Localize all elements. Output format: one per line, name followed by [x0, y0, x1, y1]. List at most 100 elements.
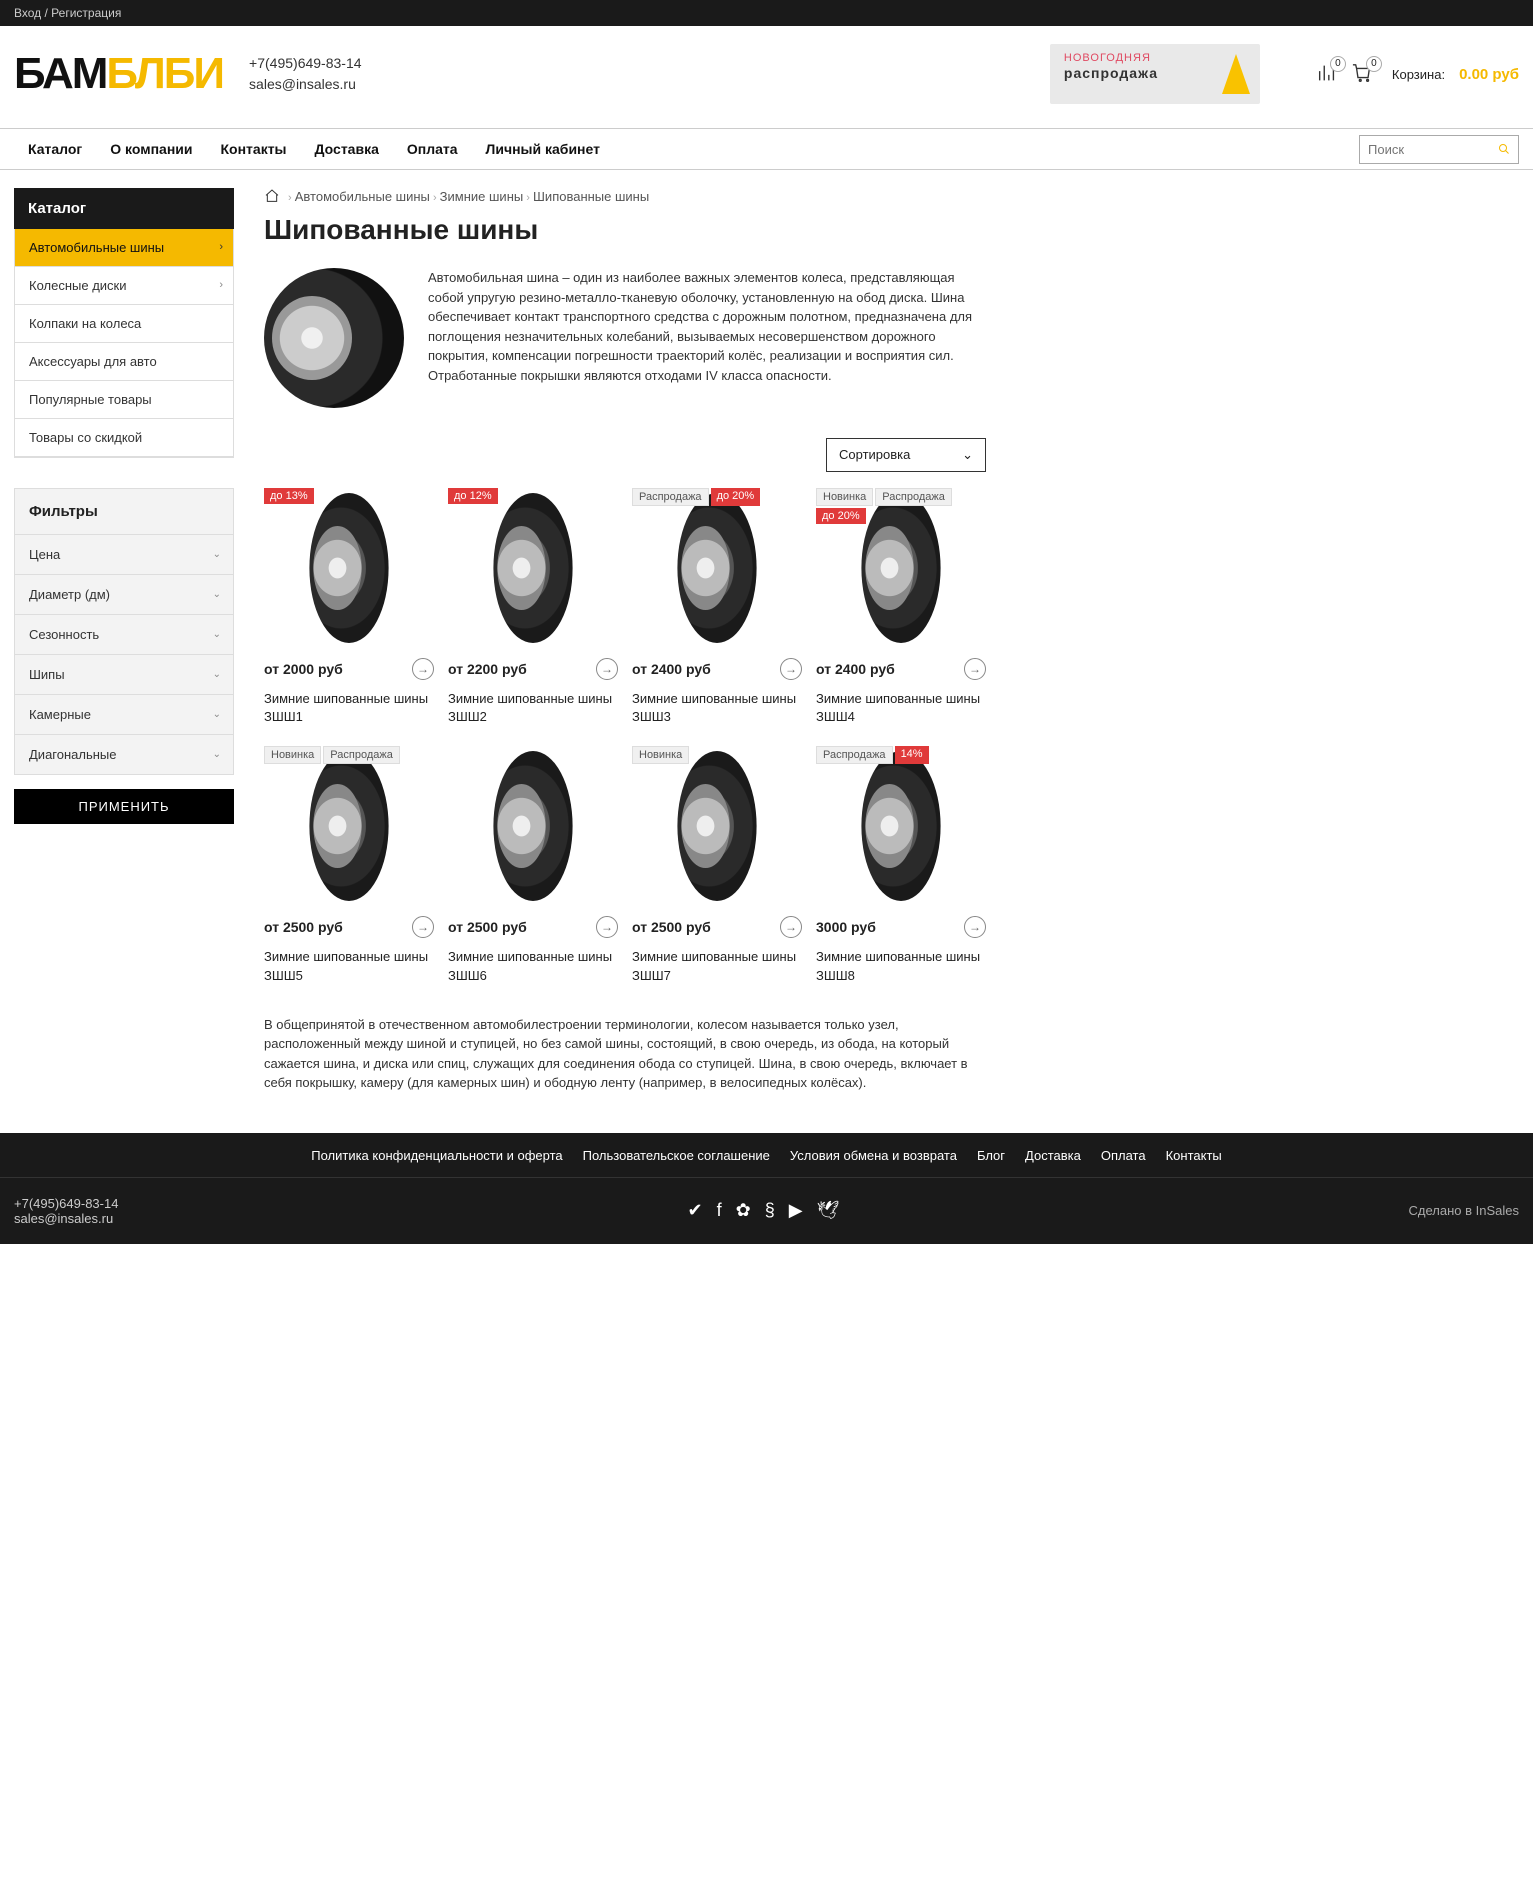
view-button[interactable]: →: [412, 658, 434, 680]
product-image: [816, 746, 986, 906]
view-button[interactable]: →: [780, 916, 802, 938]
category-item[interactable]: Аксессуары для авто: [14, 343, 234, 381]
footer-link[interactable]: Условия обмена и возврата: [790, 1148, 957, 1163]
search-icon: [1498, 142, 1510, 156]
compare-icon[interactable]: 0: [1316, 62, 1338, 87]
logo[interactable]: БАМБЛБИ: [14, 52, 223, 96]
intro-image: [264, 268, 404, 408]
odnoklassniki-icon[interactable]: §: [765, 1200, 775, 1221]
register-link[interactable]: Регистрация: [51, 6, 121, 20]
product-card[interactable]: Новинкаот 2500 руб→Зимние шипованные шин…: [632, 746, 802, 984]
badge: Новинка: [264, 746, 321, 764]
price: от 2500 руб: [264, 919, 343, 935]
cart-sum: 0.00 руб: [1459, 66, 1519, 83]
product-card[interactable]: НовинкаРаспродажадо 20%от 2400 руб→Зимни…: [816, 488, 986, 726]
product-card[interactable]: до 12%от 2200 руб→Зимние шипованные шины…: [448, 488, 618, 726]
badge: 14%: [895, 746, 929, 764]
product-card[interactable]: Распродажадо 20%от 2400 руб→Зимние шипов…: [632, 488, 802, 726]
twitter-icon[interactable]: 🕊: [817, 1200, 840, 1221]
footer-link[interactable]: Доставка: [1025, 1148, 1081, 1163]
product-image: [264, 746, 434, 906]
view-button[interactable]: →: [596, 658, 618, 680]
product-card[interactable]: до 13%от 2000 руб→Зимние шипованные шины…: [264, 488, 434, 726]
intro-text: Автомобильная шина – один из наиболее ва…: [428, 268, 986, 408]
header: БАМБЛБИ +7(495)649-83-14 sales@insales.r…: [0, 26, 1533, 128]
nav-item[interactable]: Каталог: [14, 129, 96, 169]
product-image: [264, 488, 434, 648]
product-card[interactable]: Распродажа14%3000 руб→Зимние шипованные …: [816, 746, 986, 984]
home-icon[interactable]: [264, 188, 280, 204]
badge: до 12%: [448, 488, 498, 504]
view-button[interactable]: →: [412, 916, 434, 938]
page-title: Шипованные шины: [264, 214, 986, 246]
product-name: Зимние шипованные шины ЗШШ3: [632, 690, 802, 726]
breadcrumb: › Автомобильные шины › Зимние шины › Шип…: [264, 188, 986, 204]
promo-banner[interactable]: НОВОГОДНЯЯ распродажа: [1050, 44, 1260, 104]
cart-label: Корзина:: [1392, 67, 1445, 82]
sidebar: Каталог Автомобильные шины›Колесные диск…: [14, 188, 234, 1093]
facebook-icon[interactable]: f: [717, 1200, 722, 1221]
view-button[interactable]: →: [596, 916, 618, 938]
email[interactable]: sales@insales.ru: [249, 74, 361, 95]
filter-item[interactable]: Диагональные⌄: [14, 735, 234, 775]
footer-link[interactable]: Блог: [977, 1148, 1005, 1163]
search-box[interactable]: [1359, 135, 1519, 164]
filter-item[interactable]: Сезонность⌄: [14, 615, 234, 655]
view-button[interactable]: →: [964, 658, 986, 680]
badge: Распродажа: [632, 488, 709, 506]
filter-item[interactable]: Диаметр (дм)⌄: [14, 575, 234, 615]
cart-icon[interactable]: 0: [1352, 62, 1374, 87]
intro: Автомобильная шина – один из наиболее ва…: [264, 268, 986, 408]
product-card[interactable]: от 2500 руб→Зимние шипованные шины ЗШШ6: [448, 746, 618, 984]
product-name: Зимние шипованные шины ЗШШ8: [816, 948, 986, 984]
nav-item[interactable]: Личный кабинет: [472, 129, 614, 169]
breadcrumb-item[interactable]: Автомобильные шины: [295, 189, 430, 204]
category-item[interactable]: Автомобильные шины›: [14, 229, 234, 267]
view-button[interactable]: →: [964, 916, 986, 938]
footer-link[interactable]: Оплата: [1101, 1148, 1146, 1163]
product-image: [632, 746, 802, 906]
footer-link[interactable]: Контакты: [1166, 1148, 1222, 1163]
footer-contacts: +7(495)649-83-14 sales@insales.ru: [14, 1196, 118, 1226]
breadcrumb-item: Шипованные шины: [533, 189, 649, 204]
product-name: Зимние шипованные шины ЗШШ7: [632, 948, 802, 984]
footer-link[interactable]: Пользовательское соглашение: [583, 1148, 770, 1163]
price: от 2400 руб: [632, 661, 711, 677]
topbar: Вход / Регистрация: [0, 0, 1533, 26]
price: от 2400 руб: [816, 661, 895, 677]
footer-link[interactable]: Политика конфиденциальности и оферта: [311, 1148, 562, 1163]
product-card[interactable]: НовинкаРаспродажаот 2500 руб→Зимние шипо…: [264, 746, 434, 984]
nav-item[interactable]: Оплата: [393, 129, 472, 169]
filter-item[interactable]: Камерные⌄: [14, 695, 234, 735]
category-item[interactable]: Колпаки на колеса: [14, 305, 234, 343]
price: от 2000 руб: [264, 661, 343, 677]
product-image: [632, 488, 802, 648]
vk-icon[interactable]: ✔: [688, 1200, 703, 1221]
filter-item[interactable]: Шипы⌄: [14, 655, 234, 695]
badge: Распродажа: [323, 746, 400, 764]
search-input[interactable]: [1360, 136, 1498, 163]
contacts: +7(495)649-83-14 sales@insales.ru: [249, 53, 361, 95]
apply-button[interactable]: ПРИМЕНИТЬ: [14, 789, 234, 824]
filters-heading: Фильтры: [14, 488, 234, 535]
category-item[interactable]: Популярные товары: [14, 381, 234, 419]
product-name: Зимние шипованные шины ЗШШ6: [448, 948, 618, 984]
footer: Политика конфиденциальности и оферта Поль…: [0, 1133, 1533, 1244]
youtube-icon[interactable]: ▶: [789, 1200, 803, 1221]
filter-item[interactable]: Цена⌄: [14, 535, 234, 575]
nav-item[interactable]: О компании: [96, 129, 206, 169]
social-icons: ✔ f ✿ § ▶ 🕊: [688, 1200, 840, 1221]
main: › Автомобильные шины › Зимние шины › Шип…: [264, 188, 986, 1093]
category-item[interactable]: Колесные диски›: [14, 267, 234, 305]
phone[interactable]: +7(495)649-83-14: [249, 53, 361, 74]
login-link[interactable]: Вход: [14, 6, 41, 20]
view-button[interactable]: →: [780, 658, 802, 680]
nav-item[interactable]: Доставка: [301, 129, 393, 169]
category-item[interactable]: Товары со скидкой: [14, 419, 234, 457]
price: от 2200 руб: [448, 661, 527, 677]
sort-dropdown[interactable]: Сортировка ⌄: [826, 438, 986, 472]
badge: Новинка: [816, 488, 873, 506]
breadcrumb-item[interactable]: Зимние шины: [440, 189, 524, 204]
nav-item[interactable]: Контакты: [207, 129, 301, 169]
ok-icon[interactable]: ✿: [736, 1200, 751, 1221]
